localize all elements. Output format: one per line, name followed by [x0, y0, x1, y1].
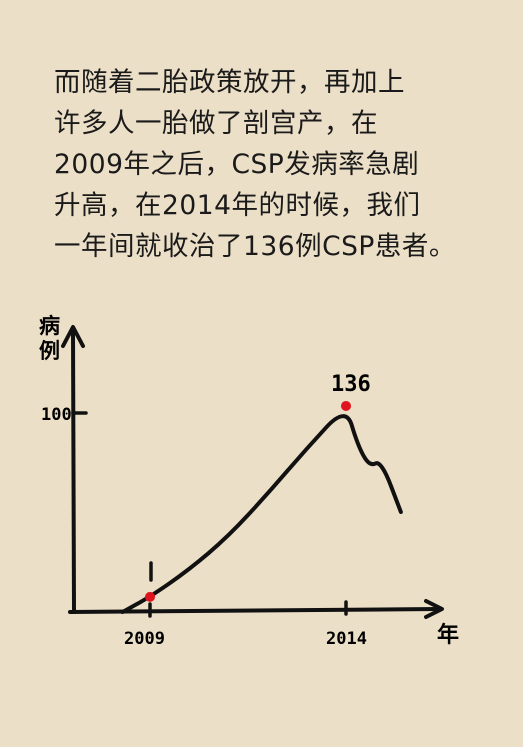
x-tick-label-2014: 2014	[326, 629, 367, 649]
x-axis	[68, 607, 440, 614]
paragraph-line-2: 许多人一胎做了剖宫产，在	[54, 108, 378, 139]
series-line	[120, 414, 403, 614]
y-tick-label-100: 100	[41, 405, 72, 425]
y-axis-label-bottom: 例	[39, 339, 60, 363]
paragraph-line-4: 升高，在2014年的时候，我们	[54, 190, 421, 221]
x-tick-label-2009: 2009	[124, 629, 165, 649]
point-2014	[341, 400, 351, 411]
paragraph-line-3: 2009年之后，CSP发病率急剧	[54, 149, 420, 180]
x-axis-label: 年	[437, 622, 459, 648]
point-2009	[145, 591, 155, 602]
x-axis-arrow	[424, 599, 444, 619]
paragraph: 而随着二胎政策放开，再加上 许多人一胎做了剖宫产，在 2009年之后，CSP发病…	[54, 62, 494, 267]
y-axis-label-top: 病	[39, 314, 60, 338]
y-axis	[71, 328, 76, 614]
peak-label: 136	[331, 372, 371, 397]
paragraph-line-1: 而随着二胎政策放开，再加上	[54, 67, 405, 98]
paragraph-line-5: 一年间就收治了136例CSP患者。	[54, 231, 456, 262]
y-axis-arrow	[61, 325, 85, 348]
